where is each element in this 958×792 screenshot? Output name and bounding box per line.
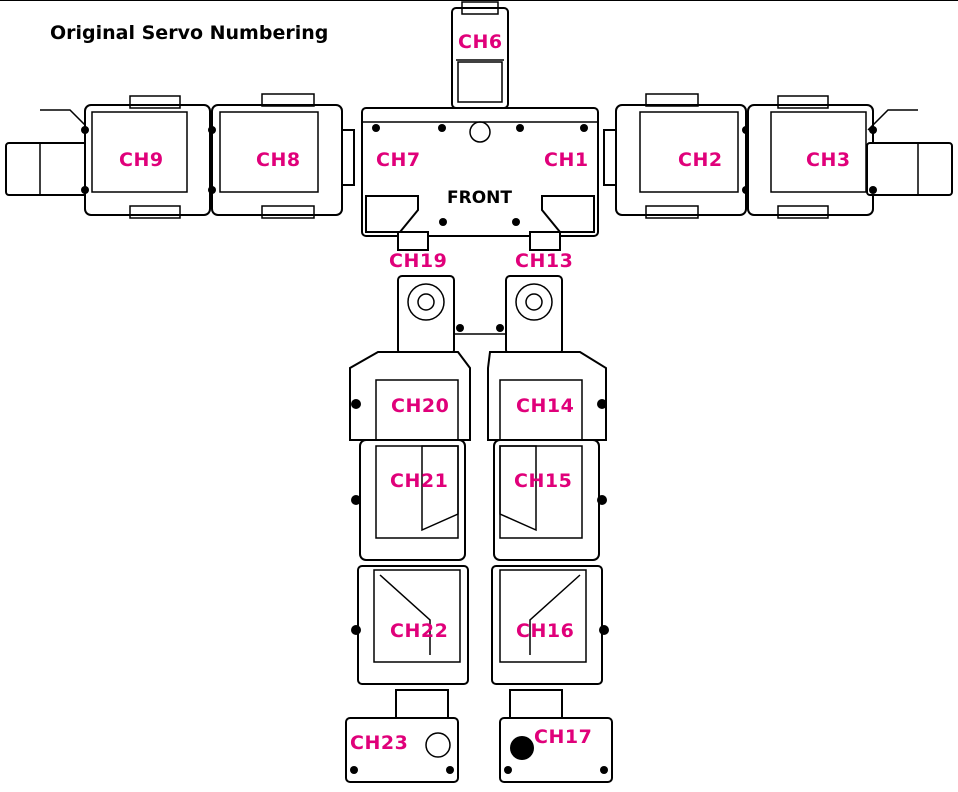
hip-servos-drawing — [397, 275, 563, 355]
right-leg-drawing — [487, 351, 613, 783]
servo-ch9-drawing — [5, 95, 211, 219]
label-ch6: CH6 — [458, 31, 503, 53]
left-leg-drawing — [345, 351, 471, 783]
servo-ch8-drawing — [208, 93, 355, 219]
label-ch19: CH19 — [389, 250, 448, 272]
label-ch14: CH14 — [516, 395, 575, 417]
front-label: FRONT — [447, 188, 512, 208]
label-ch7: CH7 — [376, 149, 421, 171]
label-ch23: CH23 — [350, 732, 409, 754]
label-ch17: CH17 — [534, 726, 593, 748]
diagram-title: Original Servo Numbering — [50, 22, 329, 44]
label-ch15: CH15 — [514, 470, 573, 492]
label-ch2: CH2 — [678, 149, 723, 171]
label-ch16: CH16 — [516, 620, 575, 642]
label-ch21: CH21 — [390, 470, 449, 492]
torso-drawing — [361, 107, 599, 251]
label-ch9: CH9 — [119, 149, 164, 171]
top-rule — [0, 0, 958, 1]
servo-ch2-drawing — [603, 93, 750, 219]
label-ch3: CH3 — [806, 149, 851, 171]
servo-ch6-drawing — [451, 1, 509, 109]
label-ch20: CH20 — [391, 395, 450, 417]
label-ch8: CH8 — [256, 149, 301, 171]
label-ch1: CH1 — [544, 149, 589, 171]
label-ch22: CH22 — [390, 620, 449, 642]
label-ch13: CH13 — [515, 250, 574, 272]
servo-ch3-drawing — [747, 95, 953, 219]
